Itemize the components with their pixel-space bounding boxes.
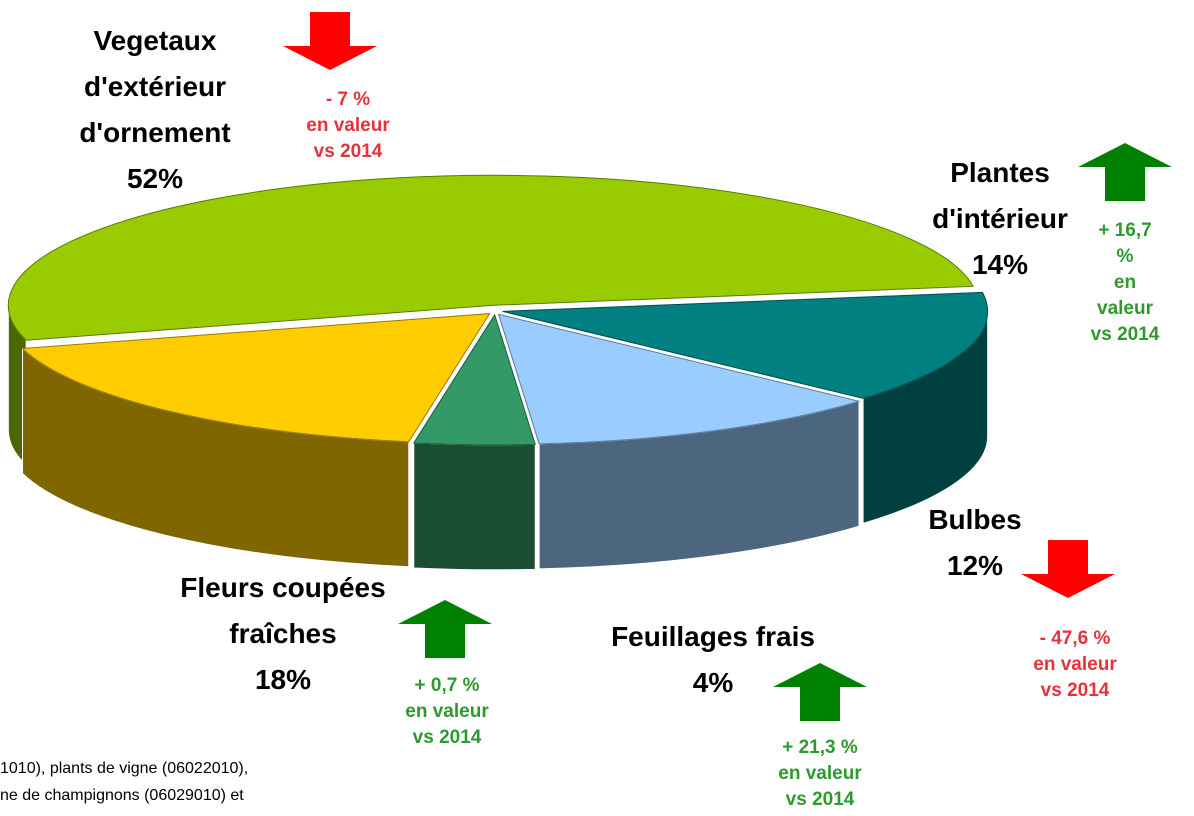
value-label: 18% xyxy=(254,664,312,695)
value-label: 14% xyxy=(971,249,1029,280)
up-arrow xyxy=(773,663,867,721)
category-label: Fleurs coupées fraîches xyxy=(180,572,386,649)
change-note: en valeur vs 2014 xyxy=(306,115,390,162)
change-annotation: - 47,6 % en valeur vs 2014 xyxy=(1033,626,1116,704)
change-annotation: + 16,7 % en valeur vs 2014 xyxy=(1091,218,1160,348)
down-arrow xyxy=(283,12,377,70)
slice-label: Feuillages frais 4% xyxy=(611,614,815,706)
change-annotation: - 7 % en valeur vs 2014 xyxy=(306,87,389,165)
category-label: Bulbes xyxy=(928,504,1022,535)
slice xyxy=(412,313,536,446)
change-label: + 0,7 % xyxy=(414,675,480,696)
slice-side xyxy=(413,442,536,571)
slice-label: Fleurs coupées fraîches 18% xyxy=(180,565,385,703)
change-label: + 21,3 % xyxy=(782,737,858,758)
down-arrow xyxy=(1021,540,1115,598)
slice-label: Bulbes 12% xyxy=(928,497,1021,589)
category-label: Vegetaux d'extérieur d'ornement xyxy=(79,25,231,148)
change-annotation: + 0,7 % en valeur vs 2014 xyxy=(405,673,488,751)
change-label: - 47,6 % xyxy=(1039,628,1111,649)
change-annotation: + 21,3 % en valeur vs 2014 xyxy=(778,735,861,813)
category-label: Plantes d'intérieur xyxy=(932,157,1068,234)
slice xyxy=(502,291,989,399)
slice-label: Vegetaux d'extérieur d'ornement 52% xyxy=(79,18,230,202)
change-label: - 7 % xyxy=(325,89,371,110)
change-note: en valeur vs 2014 xyxy=(778,763,862,810)
slice xyxy=(7,174,974,341)
up-arrow xyxy=(1078,143,1172,201)
change-note: en valeur vs 2014 xyxy=(1090,272,1160,345)
slice xyxy=(497,313,861,445)
value-label: 12% xyxy=(946,550,1004,581)
category-label: Feuillages frais xyxy=(611,621,815,652)
slice-label: Plantes d'intérieur 14% xyxy=(932,150,1068,288)
footnote: ne de champignons (06029010) et xyxy=(0,787,244,804)
change-note: en valeur vs 2014 xyxy=(405,701,489,748)
value-label: 4% xyxy=(692,667,734,698)
footnote: 1010), plants de vigne (06022010), xyxy=(0,760,249,777)
up-arrow xyxy=(398,600,492,658)
slice xyxy=(21,312,491,443)
change-label: + 16,7 % xyxy=(1098,220,1152,267)
change-note: en valeur vs 2014 xyxy=(1033,654,1117,701)
value-label: 52% xyxy=(126,163,184,194)
